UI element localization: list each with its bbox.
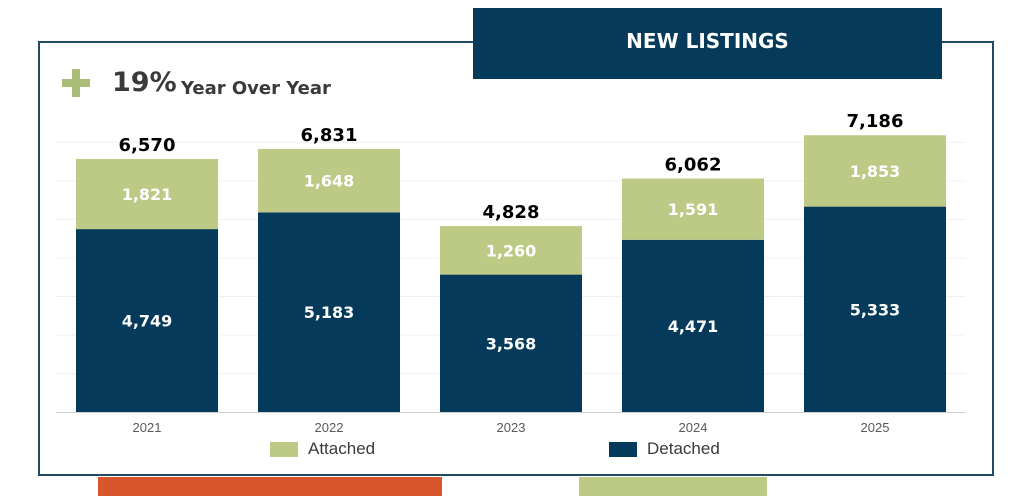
legend-attached-label: Attached xyxy=(308,439,376,458)
label-detached-2025: 5,333 xyxy=(850,300,901,319)
label-attached-2025: 1,853 xyxy=(850,162,901,181)
yoy-label: Year Over Year xyxy=(181,78,331,99)
label-detached-2023: 3,568 xyxy=(486,334,537,353)
label-total-2021: 6,570 xyxy=(119,135,176,156)
label-total-2023: 4,828 xyxy=(483,202,540,223)
label-detached-2021: 4,749 xyxy=(122,312,173,331)
bar-attached-2024 xyxy=(622,178,764,240)
label-total-2024: 6,062 xyxy=(665,155,722,176)
tick-label-2024: 2024 xyxy=(679,420,708,435)
page-title: NEW LISTINGS xyxy=(473,8,942,79)
bar-attached-2021 xyxy=(76,158,218,230)
label-total-2022: 6,831 xyxy=(301,125,358,146)
bar-attached-2025 xyxy=(804,135,946,207)
tick-label-2022: 2022 xyxy=(315,420,344,435)
legend-detached-swatch xyxy=(609,441,637,457)
label-total-2025: 7,186 xyxy=(847,111,904,132)
legend-detached: Detached xyxy=(609,439,720,459)
plus-icon xyxy=(62,69,90,97)
bottom-orange-tab xyxy=(98,477,442,496)
bar-detached-2024 xyxy=(622,239,764,412)
bar-detached-2025 xyxy=(804,206,946,412)
yoy-percent: 19% xyxy=(112,67,177,98)
label-detached-2022: 5,183 xyxy=(304,303,355,322)
bar-detached-2022 xyxy=(258,212,400,412)
legend-attached: Attached xyxy=(270,439,375,459)
bottom-green-tab xyxy=(579,477,767,496)
tick-label-2025: 2025 xyxy=(861,420,890,435)
label-attached-2022: 1,648 xyxy=(304,172,355,191)
bar-detached-2021 xyxy=(76,229,218,412)
tick-label-2023: 2023 xyxy=(497,420,526,435)
label-attached-2023: 1,260 xyxy=(486,241,537,260)
legend-detached-label: Detached xyxy=(647,439,720,458)
bar-attached-2022 xyxy=(258,148,400,213)
legend-attached-swatch xyxy=(270,441,298,457)
label-attached-2024: 1,591 xyxy=(668,200,719,219)
tick-label-2021: 2021 xyxy=(133,420,162,435)
bar-detached-2023 xyxy=(440,274,582,412)
bar-attached-2023 xyxy=(440,226,582,275)
label-attached-2021: 1,821 xyxy=(122,185,173,204)
label-detached-2024: 4,471 xyxy=(668,317,719,336)
